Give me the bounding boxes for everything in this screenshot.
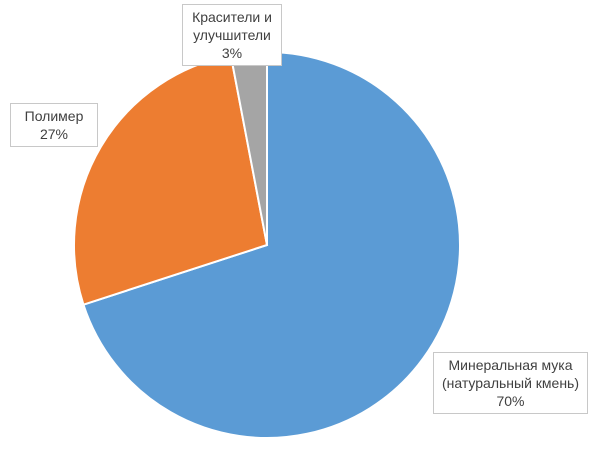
- data-label: Минеральная мука (натуральный кмень) 70%: [433, 352, 588, 414]
- data-label: Красители и улучшители 3%: [182, 4, 282, 66]
- data-label: Полимер 27%: [10, 103, 98, 147]
- value-label: 27%: [39, 126, 69, 142]
- value-label: 70%: [496, 393, 525, 409]
- category-label: Красители и улучшители: [192, 9, 272, 43]
- pie-slice: [73, 54, 269, 306]
- value-label: 3%: [221, 45, 243, 61]
- pie-slice: [82, 50, 461, 439]
- category-label: Минеральная мука (натуральный кмень): [441, 357, 580, 391]
- category-label: Полимер: [24, 108, 84, 124]
